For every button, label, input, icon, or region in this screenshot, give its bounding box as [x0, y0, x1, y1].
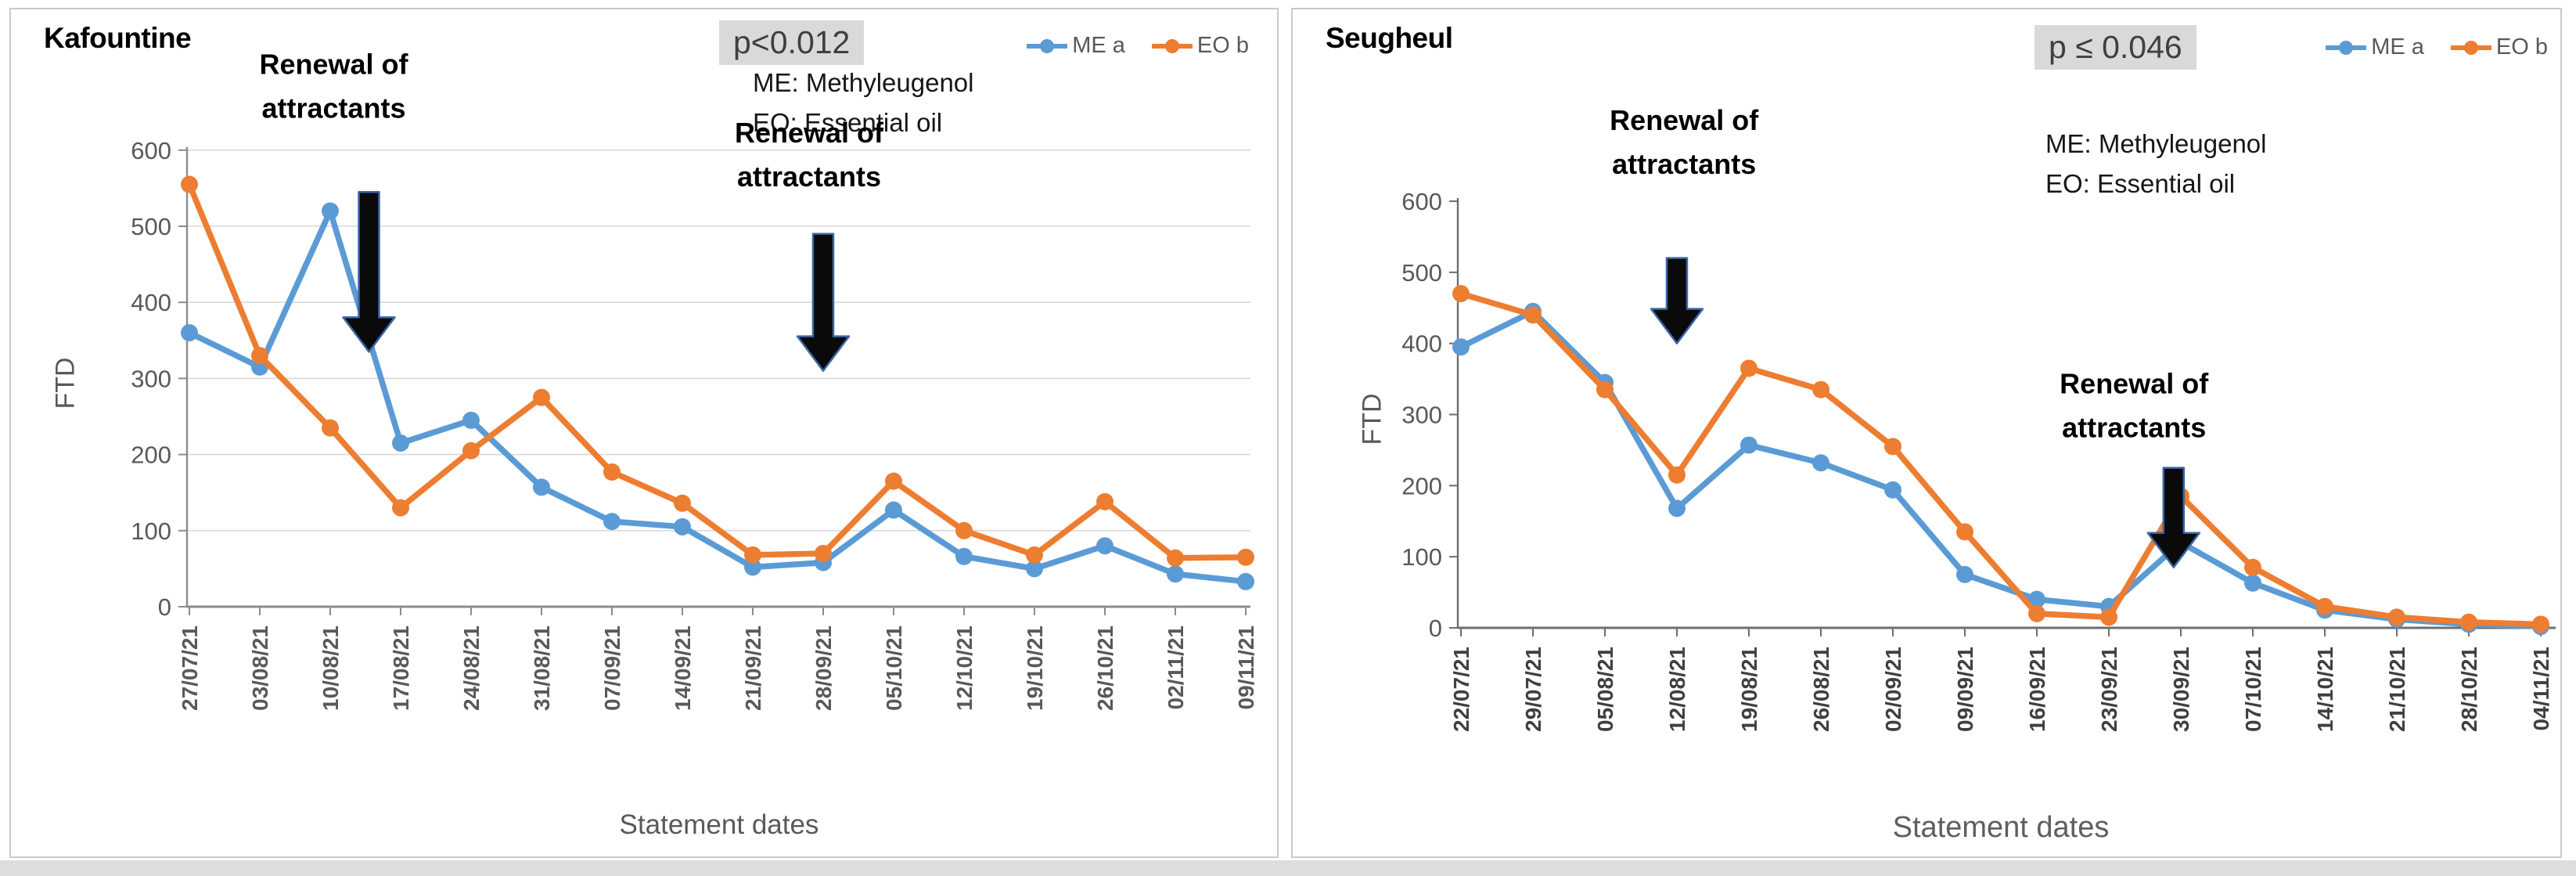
note-line-eo: EO: Essential oil [753, 108, 943, 137]
svg-text:24/08/21: 24/08/21 [459, 625, 484, 711]
svg-text:05/08/21: 05/08/21 [1593, 647, 1617, 732]
svg-text:attractants: attractants [2062, 411, 2206, 443]
svg-text:29/07/21: 29/07/21 [1521, 647, 1545, 732]
abbreviation-note: ME: Methyleugenol EO: Essential oil [753, 63, 973, 142]
legend-item-me: ME a [1027, 33, 1125, 59]
svg-text:14/09/21: 14/09/21 [671, 625, 695, 711]
svg-text:28/09/21: 28/09/21 [811, 625, 836, 711]
svg-text:12/08/21: 12/08/21 [1665, 647, 1689, 732]
svg-text:21/10/21: 21/10/21 [2385, 647, 2409, 732]
legend-label: ME a [2371, 34, 2424, 59]
line-marker-icon [2326, 40, 2367, 55]
svg-text:600: 600 [1401, 188, 1442, 215]
svg-text:0: 0 [158, 593, 171, 621]
svg-text:12/10/21: 12/10/21 [952, 625, 977, 711]
svg-text:07/09/21: 07/09/21 [600, 625, 624, 711]
legend-item-me: ME a [2326, 34, 2424, 60]
svg-text:22/07/21: 22/07/21 [1449, 647, 1473, 732]
svg-text:attractants: attractants [737, 160, 881, 193]
x-axis-title: Statement dates [1892, 811, 2110, 844]
svg-text:400: 400 [1401, 330, 1442, 358]
svg-text:30/09/21: 30/09/21 [2169, 647, 2193, 732]
legend-label: EO b [2495, 34, 2548, 59]
line-marker-icon [1027, 38, 1068, 53]
svg-text:Renewal of: Renewal of [2060, 367, 2209, 399]
line-marker-icon [1151, 38, 1193, 53]
note-line-me: ME: Methyleugenol [2045, 129, 2267, 158]
svg-text:600: 600 [131, 137, 171, 164]
chart-title: Kafountine [44, 22, 192, 54]
spreadsheet-row-strip [0, 860, 2576, 876]
svg-text:09/09/21: 09/09/21 [1953, 647, 1977, 732]
svg-text:16/09/21: 16/09/21 [2025, 647, 2049, 732]
note-line-eo: EO: Essential oil [2045, 169, 2236, 198]
svg-text:04/11/21: 04/11/21 [2529, 647, 2553, 730]
p-value-badge: p<0.012 [719, 20, 865, 66]
legend-item-eo: EO b [2450, 34, 2548, 60]
svg-text:07/10/21: 07/10/21 [2241, 647, 2265, 732]
svg-text:500: 500 [131, 213, 171, 240]
svg-text:26/08/21: 26/08/21 [1809, 647, 1833, 732]
svg-text:0: 0 [1429, 615, 1442, 642]
svg-text:28/10/21: 28/10/21 [2457, 647, 2481, 732]
svg-text:27/07/21: 27/07/21 [178, 625, 202, 711]
svg-text:02/11/21: 02/11/21 [1164, 625, 1188, 709]
svg-text:200: 200 [131, 442, 171, 469]
line-marker-icon [2450, 40, 2491, 55]
chart-panel-kafountine: Kafountine p<0.012 ME a EO b ME: Methyle… [9, 8, 1279, 858]
p-value-badge: p ≤ 0.046 [2035, 25, 2196, 70]
svg-text:19/10/21: 19/10/21 [1023, 625, 1047, 711]
svg-text:31/08/21: 31/08/21 [530, 625, 554, 711]
svg-text:02/09/21: 02/09/21 [1881, 647, 1905, 732]
svg-text:09/11/21: 09/11/21 [1234, 625, 1258, 709]
svg-text:100: 100 [131, 517, 171, 545]
chart-title: Seugheul [1326, 22, 1453, 54]
svg-text:21/09/21: 21/09/21 [741, 625, 765, 711]
svg-text:14/10/21: 14/10/21 [2313, 647, 2337, 732]
svg-text:17/08/21: 17/08/21 [389, 625, 413, 711]
svg-text:26/10/21: 26/10/21 [1093, 625, 1117, 711]
svg-text:500: 500 [1401, 259, 1442, 287]
abbreviation-note: ME: Methyleugenol EO: Essential oil [2045, 124, 2266, 204]
svg-text:400: 400 [131, 289, 171, 316]
svg-text:attractants: attractants [261, 92, 405, 124]
note-line-me: ME: Methyleugenol [753, 68, 974, 97]
chart-panel-seugheul: Seugheul p ≤ 0.046 ME a EO b ME: Methyle… [1291, 8, 2562, 858]
svg-text:100: 100 [1401, 543, 1442, 571]
svg-text:300: 300 [131, 365, 171, 392]
svg-text:attractants: attractants [1612, 148, 1756, 180]
svg-text:Renewal of: Renewal of [735, 117, 884, 149]
svg-text:19/08/21: 19/08/21 [1737, 647, 1761, 732]
legend: ME a EO b [1027, 33, 1249, 59]
svg-text:Renewal of: Renewal of [1610, 104, 1759, 136]
svg-text:23/09/21: 23/09/21 [2097, 647, 2121, 732]
svg-text:10/08/21: 10/08/21 [318, 625, 343, 711]
line-chart-kafountine: 0 100 200 300 400 500 600 27/07/21 03/08/21 10/08… [131, 49, 1258, 711]
svg-text:Renewal of: Renewal of [259, 49, 408, 81]
legend-item-eo: EO b [1151, 33, 1249, 59]
legend: ME a EO b [2326, 34, 2548, 60]
svg-text:03/08/21: 03/08/21 [248, 625, 272, 711]
svg-text:200: 200 [1401, 472, 1442, 499]
svg-text:300: 300 [1401, 402, 1442, 429]
legend-label: EO b [1196, 33, 1249, 58]
legend-label: ME a [1072, 33, 1125, 58]
line-chart-seugheul: 0 100 200 300 400 500 600 22/07/21 29/07/21 05/08… [1401, 104, 2556, 732]
x-axis-title: Statement dates [619, 809, 819, 840]
svg-text:05/10/21: 05/10/21 [882, 625, 906, 711]
